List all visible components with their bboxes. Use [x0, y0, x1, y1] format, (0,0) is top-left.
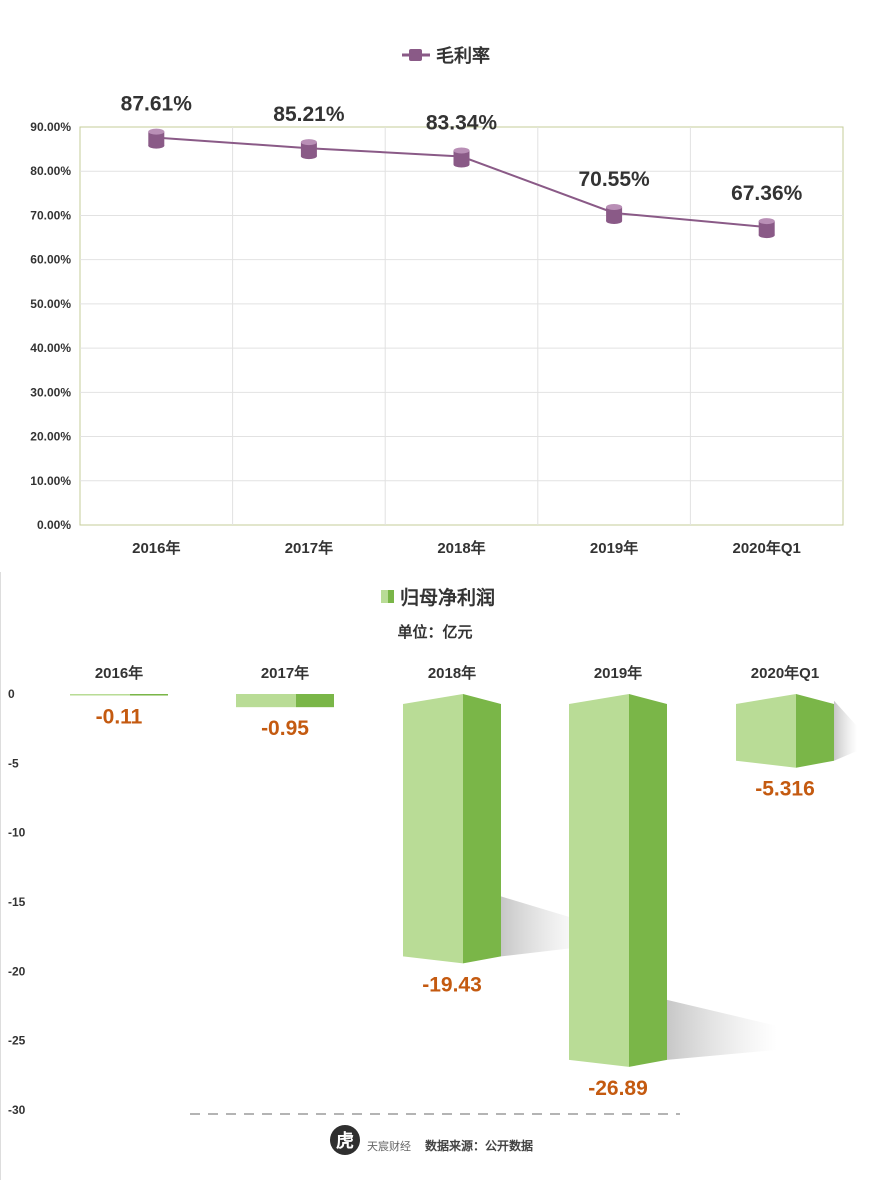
margin-x-tick-label: 2016年: [132, 539, 180, 557]
profit-x-tick-label: 2019年: [594, 664, 642, 682]
margin-x-tick-label: 2019年: [590, 539, 638, 557]
profit-x-tick-label: 2020年Q1: [751, 664, 819, 682]
profit-data-label: -5.316: [755, 778, 815, 801]
margin-data-label: 83.34%: [426, 111, 498, 134]
data-source-text: 数据来源：公开数据: [425, 1138, 533, 1153]
margin-legend-text: 毛利率: [436, 45, 490, 66]
profit-data-label: -26.89: [588, 1077, 648, 1100]
profit-bar-shadow: [667, 999, 777, 1060]
profit-bar-shadows: [501, 700, 858, 1060]
profit-legend-text: 归母净利润: [400, 586, 495, 609]
profit-legend-light: [381, 590, 388, 603]
brand-logo-icon: [330, 1125, 360, 1155]
margin-marker: [758, 218, 775, 239]
profit-data-label: -19.43: [422, 973, 482, 996]
profit-y-ticks: 0 -5 -10 -15 -20 -25 -30: [8, 687, 26, 1117]
margin-data-label: 67.36%: [731, 182, 803, 205]
profit-data-label: -0.11: [96, 706, 143, 729]
profit-chart: 归母净利润 单位：亿元 0 -5 -10 -15 -20 -25 -30 2016年 2017…: [8, 586, 858, 1117]
margin-legend-marker: [409, 49, 422, 61]
profit-y-tick-label: -30: [8, 1103, 26, 1117]
profit-y-tick-label: -15: [8, 895, 26, 909]
margin-data-label: 70.55%: [578, 168, 650, 191]
margin-marker: [606, 204, 623, 225]
margin-plot-area: [79, 126, 844, 526]
profit-y-tick-label: -10: [8, 826, 26, 840]
profit-bar: [403, 694, 501, 964]
margin-legend: 毛利率: [402, 45, 490, 66]
margin-y-tick-label: 50.00%: [30, 297, 71, 311]
margin-y-tick-label: 80.00%: [30, 164, 71, 178]
brand-logo: 虎 天宸财经: [330, 1125, 411, 1155]
profit-bar: [70, 694, 168, 696]
profit-bar: [569, 694, 667, 1067]
brand-logo-glyph: 虎: [336, 1130, 354, 1151]
profit-y-tick-label: -5: [8, 756, 19, 770]
profit-y-tick-label: -25: [8, 1034, 26, 1048]
profit-bar-shadow: [834, 700, 858, 761]
margin-marker: [300, 139, 317, 160]
margin-data-labels: 87.61% 85.21% 83.34% 70.55% 67.36%: [121, 93, 803, 206]
margin-y-tick-label: 90.00%: [30, 120, 71, 134]
profit-y-tick-label: -20: [8, 964, 26, 978]
profit-legend: 归母净利润: [381, 586, 495, 609]
profit-x-tick-label: 2016年: [95, 664, 143, 682]
profit-x-ticks: 2016年 2017年 2018年 2019年 2020年Q1: [95, 664, 819, 682]
footer: 虎 天宸财经 数据来源：公开数据: [190, 1113, 680, 1155]
margin-marker: [453, 147, 470, 168]
profit-bar-shadow: [501, 896, 588, 957]
margin-x-ticks: 2016年 2017年 2018年 2019年 2020年Q1: [132, 539, 801, 557]
margin-y-tick-label: 60.00%: [30, 253, 71, 267]
profit-bars: [70, 694, 834, 1067]
margin-gridlines: [80, 127, 843, 525]
profit-bar: [236, 694, 334, 708]
margin-y-tick-label: 30.00%: [30, 385, 71, 399]
margin-y-tick-label: 0.00%: [37, 518, 71, 532]
profit-x-tick-label: 2018年: [428, 664, 476, 682]
profit-data-label: -0.95: [261, 717, 309, 740]
profit-legend-dark: [388, 590, 394, 603]
margin-y-tick-label: 70.00%: [30, 208, 71, 222]
margin-y-ticks: 0.00% 10.00% 20.00% 30.00% 40.00% 50.00% 60.00…: [30, 120, 71, 532]
margin-y-tick-label: 40.00%: [30, 341, 71, 355]
margin-y-tick-label: 20.00%: [30, 430, 71, 444]
margin-chart: 毛利率 0.00% 10.00% 20.00% 30.00% 40.00% 50.00% 6…: [30, 45, 844, 557]
profit-bar: [736, 694, 834, 768]
profit-unit: 单位：亿元: [397, 623, 472, 641]
margin-data-label: 85.21%: [273, 103, 345, 126]
profit-data-labels: -0.11 -0.95 -19.43 -26.89 -5.316: [96, 706, 815, 1100]
margin-marker: [148, 128, 165, 149]
profit-x-tick-label: 2017年: [261, 664, 309, 682]
margin-data-label: 87.61%: [121, 93, 193, 116]
brand-logo-text: 天宸财经: [367, 1139, 411, 1153]
margin-x-tick-label: 2017年: [285, 539, 333, 557]
margin-y-tick-label: 10.00%: [30, 474, 71, 488]
margin-x-tick-label: 2020年Q1: [733, 539, 801, 557]
profit-y-tick-label: 0: [8, 687, 15, 701]
margin-markers: [148, 128, 775, 239]
margin-x-tick-label: 2018年: [437, 539, 485, 557]
